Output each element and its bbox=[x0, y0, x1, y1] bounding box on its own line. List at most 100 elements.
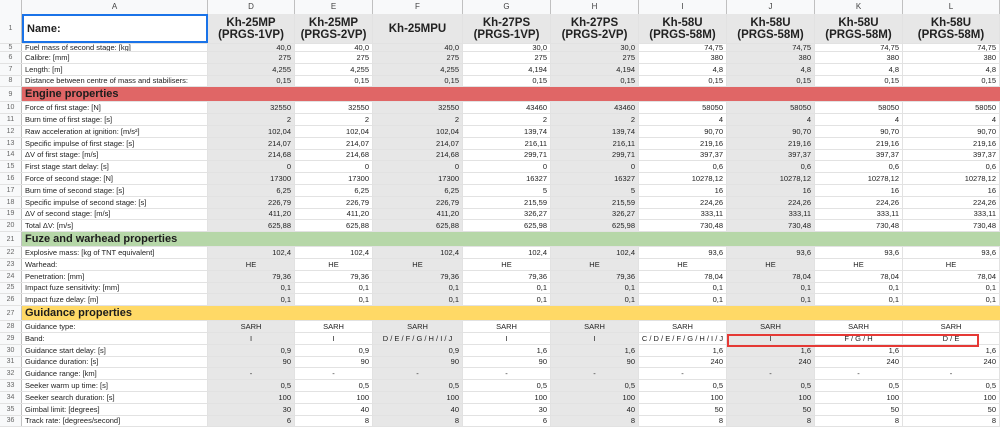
property-label[interactable]: Total ΔV: [m/s] bbox=[22, 220, 208, 232]
value-cell[interactable]: 102,4 bbox=[463, 247, 551, 258]
value-cell[interactable]: 215,59 bbox=[463, 196, 551, 208]
value-cell[interactable]: 10278,12 bbox=[727, 173, 815, 184]
value-cell[interactable]: 93,6 bbox=[903, 247, 1000, 258]
value-cell[interactable]: 16327 bbox=[463, 173, 551, 184]
row-number[interactable]: 10 bbox=[0, 102, 22, 114]
value-cell[interactable]: 40,0 bbox=[373, 44, 463, 51]
column-header-A[interactable]: A bbox=[22, 0, 208, 14]
value-cell[interactable]: 58050 bbox=[903, 102, 1000, 114]
value-cell[interactable]: 16 bbox=[639, 185, 727, 196]
value-cell[interactable]: 58050 bbox=[639, 102, 727, 114]
property-label[interactable]: Guidance range: [km] bbox=[22, 368, 208, 380]
value-cell[interactable]: 10278,12 bbox=[639, 173, 727, 184]
missile-name-header[interactable]: Kh-27PS (PRGS-2VP) bbox=[551, 14, 639, 43]
property-label[interactable]: Guidance duration: [s] bbox=[22, 356, 208, 368]
column-header-I[interactable]: I bbox=[639, 0, 727, 14]
property-label[interactable]: Gimbal limit: [degrees] bbox=[22, 403, 208, 415]
value-cell[interactable]: 0,1 bbox=[639, 282, 727, 294]
value-cell[interactable]: SARH bbox=[551, 321, 639, 332]
value-cell[interactable]: 333,11 bbox=[639, 208, 727, 220]
value-cell[interactable]: 0,6 bbox=[815, 161, 903, 173]
value-cell[interactable]: 8 bbox=[373, 415, 463, 427]
value-cell[interactable]: 219,16 bbox=[639, 137, 727, 149]
value-cell[interactable]: 0,5 bbox=[463, 380, 551, 391]
value-cell[interactable]: 275 bbox=[373, 52, 463, 63]
value-cell[interactable]: 326,27 bbox=[463, 208, 551, 220]
value-cell[interactable]: 78,04 bbox=[727, 270, 815, 282]
value-cell[interactable]: 58050 bbox=[727, 102, 815, 114]
value-cell[interactable]: 1,6 bbox=[463, 344, 551, 356]
value-cell[interactable]: 78,04 bbox=[815, 270, 903, 282]
value-cell[interactable]: 43460 bbox=[551, 102, 639, 114]
value-cell[interactable]: I bbox=[463, 333, 551, 344]
value-cell[interactable]: 102,4 bbox=[551, 247, 639, 258]
value-cell[interactable]: - bbox=[208, 368, 295, 380]
value-cell[interactable]: 102,04 bbox=[295, 126, 373, 137]
column-header-K[interactable]: K bbox=[815, 0, 903, 14]
property-label[interactable]: Force of first stage: [N] bbox=[22, 102, 208, 114]
value-cell[interactable]: 4,8 bbox=[639, 63, 727, 75]
value-cell[interactable]: 730,48 bbox=[727, 220, 815, 232]
value-cell[interactable]: 411,20 bbox=[208, 208, 295, 220]
value-cell[interactable]: 240 bbox=[815, 356, 903, 368]
column-header-L[interactable]: L bbox=[903, 0, 1000, 14]
row-number[interactable]: 5 bbox=[0, 44, 22, 51]
row-number[interactable]: 13 bbox=[0, 137, 22, 149]
value-cell[interactable]: 0,1 bbox=[373, 282, 463, 294]
value-cell[interactable]: 1,6 bbox=[639, 344, 727, 356]
value-cell[interactable]: HE bbox=[727, 259, 815, 270]
row-number[interactable]: 7 bbox=[0, 63, 22, 75]
value-cell[interactable]: 240 bbox=[639, 356, 727, 368]
property-label[interactable]: Impact fuze delay: [m] bbox=[22, 294, 208, 306]
value-cell[interactable]: 16327 bbox=[551, 173, 639, 184]
value-cell[interactable]: 2 bbox=[373, 114, 463, 125]
value-cell[interactable]: 0,1 bbox=[551, 294, 639, 306]
property-label[interactable]: Calibre: [mm] bbox=[22, 52, 208, 63]
value-cell[interactable]: 219,16 bbox=[815, 137, 903, 149]
value-cell[interactable]: 0,1 bbox=[903, 294, 1000, 306]
value-cell[interactable]: 730,48 bbox=[815, 220, 903, 232]
row-number[interactable]: 15 bbox=[0, 161, 22, 173]
section-title[interactable]: Engine properties bbox=[25, 88, 119, 101]
property-label[interactable]: Fuel mass of second stage: [kg] bbox=[22, 44, 208, 51]
value-cell[interactable]: 50 bbox=[903, 403, 1000, 415]
missile-name-header[interactable]: Kh-58U (PRGS-58M) bbox=[815, 14, 903, 43]
value-cell[interactable]: 1,6 bbox=[727, 344, 815, 356]
row-number[interactable]: 21 bbox=[0, 232, 22, 247]
value-cell[interactable]: 74,75 bbox=[903, 44, 1000, 51]
value-cell[interactable]: 275 bbox=[208, 52, 295, 63]
property-label[interactable]: Impact fuze sensitivity: [mm] bbox=[22, 282, 208, 294]
value-cell[interactable]: 79,36 bbox=[295, 270, 373, 282]
value-cell[interactable]: 1,6 bbox=[815, 344, 903, 356]
value-cell[interactable]: - bbox=[373, 368, 463, 380]
property-label[interactable]: ΔV of second stage: [m/s] bbox=[22, 208, 208, 220]
value-cell[interactable]: 4,194 bbox=[463, 63, 551, 75]
value-cell[interactable]: 0,1 bbox=[727, 294, 815, 306]
value-cell[interactable]: 226,79 bbox=[208, 196, 295, 208]
value-cell[interactable]: 30 bbox=[463, 403, 551, 415]
value-cell[interactable]: 32550 bbox=[208, 102, 295, 114]
value-cell[interactable]: 79,36 bbox=[208, 270, 295, 282]
value-cell[interactable]: I bbox=[208, 333, 295, 344]
value-cell[interactable]: SARH bbox=[639, 321, 727, 332]
value-cell[interactable]: 326,27 bbox=[551, 208, 639, 220]
value-cell[interactable]: 0,1 bbox=[639, 294, 727, 306]
value-cell[interactable]: I bbox=[551, 333, 639, 344]
section-title[interactable]: Guidance properties bbox=[25, 307, 132, 320]
name-label-cell[interactable]: Name: bbox=[22, 14, 208, 43]
row-number[interactable]: 30 bbox=[0, 344, 22, 356]
value-cell[interactable]: 78,04 bbox=[639, 270, 727, 282]
value-cell[interactable]: 224,26 bbox=[903, 196, 1000, 208]
value-cell[interactable]: 30 bbox=[208, 403, 295, 415]
value-cell[interactable]: 0 bbox=[551, 161, 639, 173]
value-cell[interactable]: 0,9 bbox=[373, 344, 463, 356]
value-cell[interactable]: 0,1 bbox=[903, 282, 1000, 294]
value-cell[interactable]: 4 bbox=[727, 114, 815, 125]
value-cell[interactable]: 90 bbox=[463, 356, 551, 368]
value-cell[interactable]: 0 bbox=[295, 161, 373, 173]
value-cell[interactable]: 40,0 bbox=[208, 44, 295, 51]
row-number[interactable]: 36 bbox=[0, 415, 22, 427]
value-cell[interactable]: 0,1 bbox=[815, 282, 903, 294]
value-cell[interactable]: 90 bbox=[551, 356, 639, 368]
value-cell[interactable]: 4 bbox=[903, 114, 1000, 125]
